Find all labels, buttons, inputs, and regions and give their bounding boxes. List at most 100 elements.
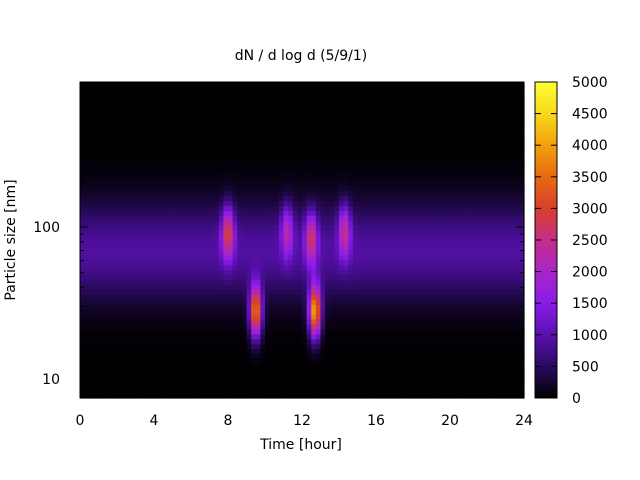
heatmap-cell [209,210,215,216]
heatmap-cell [302,299,308,305]
heatmap-cell [228,86,234,93]
heatmap-cell [107,136,113,142]
heatmap-cell [158,343,164,350]
heatmap-cell [107,185,113,192]
heatmap-cell [394,235,400,241]
heatmap-cell [408,323,414,330]
heatmap-cell [241,323,248,330]
heatmap-cell [149,259,155,266]
heatmap-cell [288,388,294,394]
heatmap-cell [362,388,368,394]
heatmap-cell [246,323,252,330]
heatmap-cell [126,363,132,369]
heatmap-cell [315,190,322,197]
heatmap-cell [278,348,285,355]
heatmap-cell [163,141,169,147]
heatmap-cell [413,393,419,399]
heatmap-cell [376,175,382,182]
heatmap-cell [214,383,220,389]
heatmap-cell [177,338,183,345]
heatmap-cell [154,259,160,266]
heatmap-cell [302,96,308,103]
heatmap-cell [260,131,266,137]
heatmap-cell [320,368,326,374]
heatmap-cell [117,86,123,93]
heatmap-cell [389,210,396,216]
heatmap-cell [149,279,155,286]
heatmap-cell [426,156,433,162]
heatmap-cell [394,101,400,108]
heatmap-cell [84,200,90,207]
heatmap-cell [181,121,187,128]
heatmap-cell [315,141,322,147]
heatmap-cell [274,274,280,281]
heatmap-cell [403,299,409,305]
heatmap-cell [172,333,178,340]
heatmap-cell [167,373,174,379]
heatmap-cell [167,165,174,172]
heatmap-cell [93,348,100,355]
heatmap-cell [320,309,326,315]
heatmap-cell [376,358,382,365]
heatmap-cell [251,86,257,93]
heatmap-cell [376,141,382,147]
heatmap-cell [149,264,155,271]
heatmap-cell [403,383,409,389]
heatmap-cell [366,254,372,261]
heatmap-cell [413,225,419,231]
heatmap-cell [352,274,359,281]
heatmap-cell [343,106,349,113]
heatmap-cell [376,235,382,241]
heatmap-cell [144,264,150,271]
heatmap-cell [126,230,132,236]
heatmap-cell [371,195,377,202]
heatmap-cell [237,165,243,172]
heatmap-cell [214,151,220,157]
heatmap-cell [117,269,123,276]
heatmap-cell [135,195,141,202]
heatmap-cell [167,86,174,93]
heatmap-cell [228,141,234,147]
heatmap-cell [352,388,359,394]
heatmap-cell [320,175,326,182]
heatmap-cell [84,279,90,286]
heatmap-cell [422,111,428,118]
heatmap-cell [98,210,104,216]
heatmap-cell [288,161,294,167]
heatmap-cell [348,180,354,187]
heatmap-cell [417,373,423,379]
heatmap-cell [380,259,386,266]
heatmap-cell [154,210,160,216]
heatmap-cell [209,299,215,305]
heatmap-cell [385,368,391,374]
heatmap-cell [246,240,252,246]
heatmap-cell [191,210,197,216]
heatmap-cell [237,195,243,202]
heatmap-cell [98,368,104,374]
heatmap-cell [352,333,359,340]
heatmap-cell [149,358,155,365]
heatmap-cell [394,314,400,320]
heatmap-cell [237,299,243,305]
heatmap-cell [84,368,90,374]
heatmap-cell [177,353,183,360]
heatmap-cell [302,333,308,340]
heatmap-cell [163,220,169,226]
heatmap-cell [260,136,266,142]
heatmap-cell [376,101,382,108]
heatmap-cell [366,358,372,365]
heatmap-cell [172,170,178,177]
heatmap-cell [246,91,252,98]
heatmap-cell [426,254,433,261]
heatmap-cell [376,96,382,103]
heatmap-cell [172,136,178,142]
heatmap-cell [306,165,312,172]
heatmap-cell [214,165,220,172]
heatmap-cell [163,328,169,335]
heatmap-cell [195,111,201,118]
heatmap-cell [121,131,127,137]
heatmap-cell [154,363,160,369]
heatmap-cell [98,101,104,108]
heatmap-cell [343,319,349,325]
heatmap-cell [232,294,238,300]
